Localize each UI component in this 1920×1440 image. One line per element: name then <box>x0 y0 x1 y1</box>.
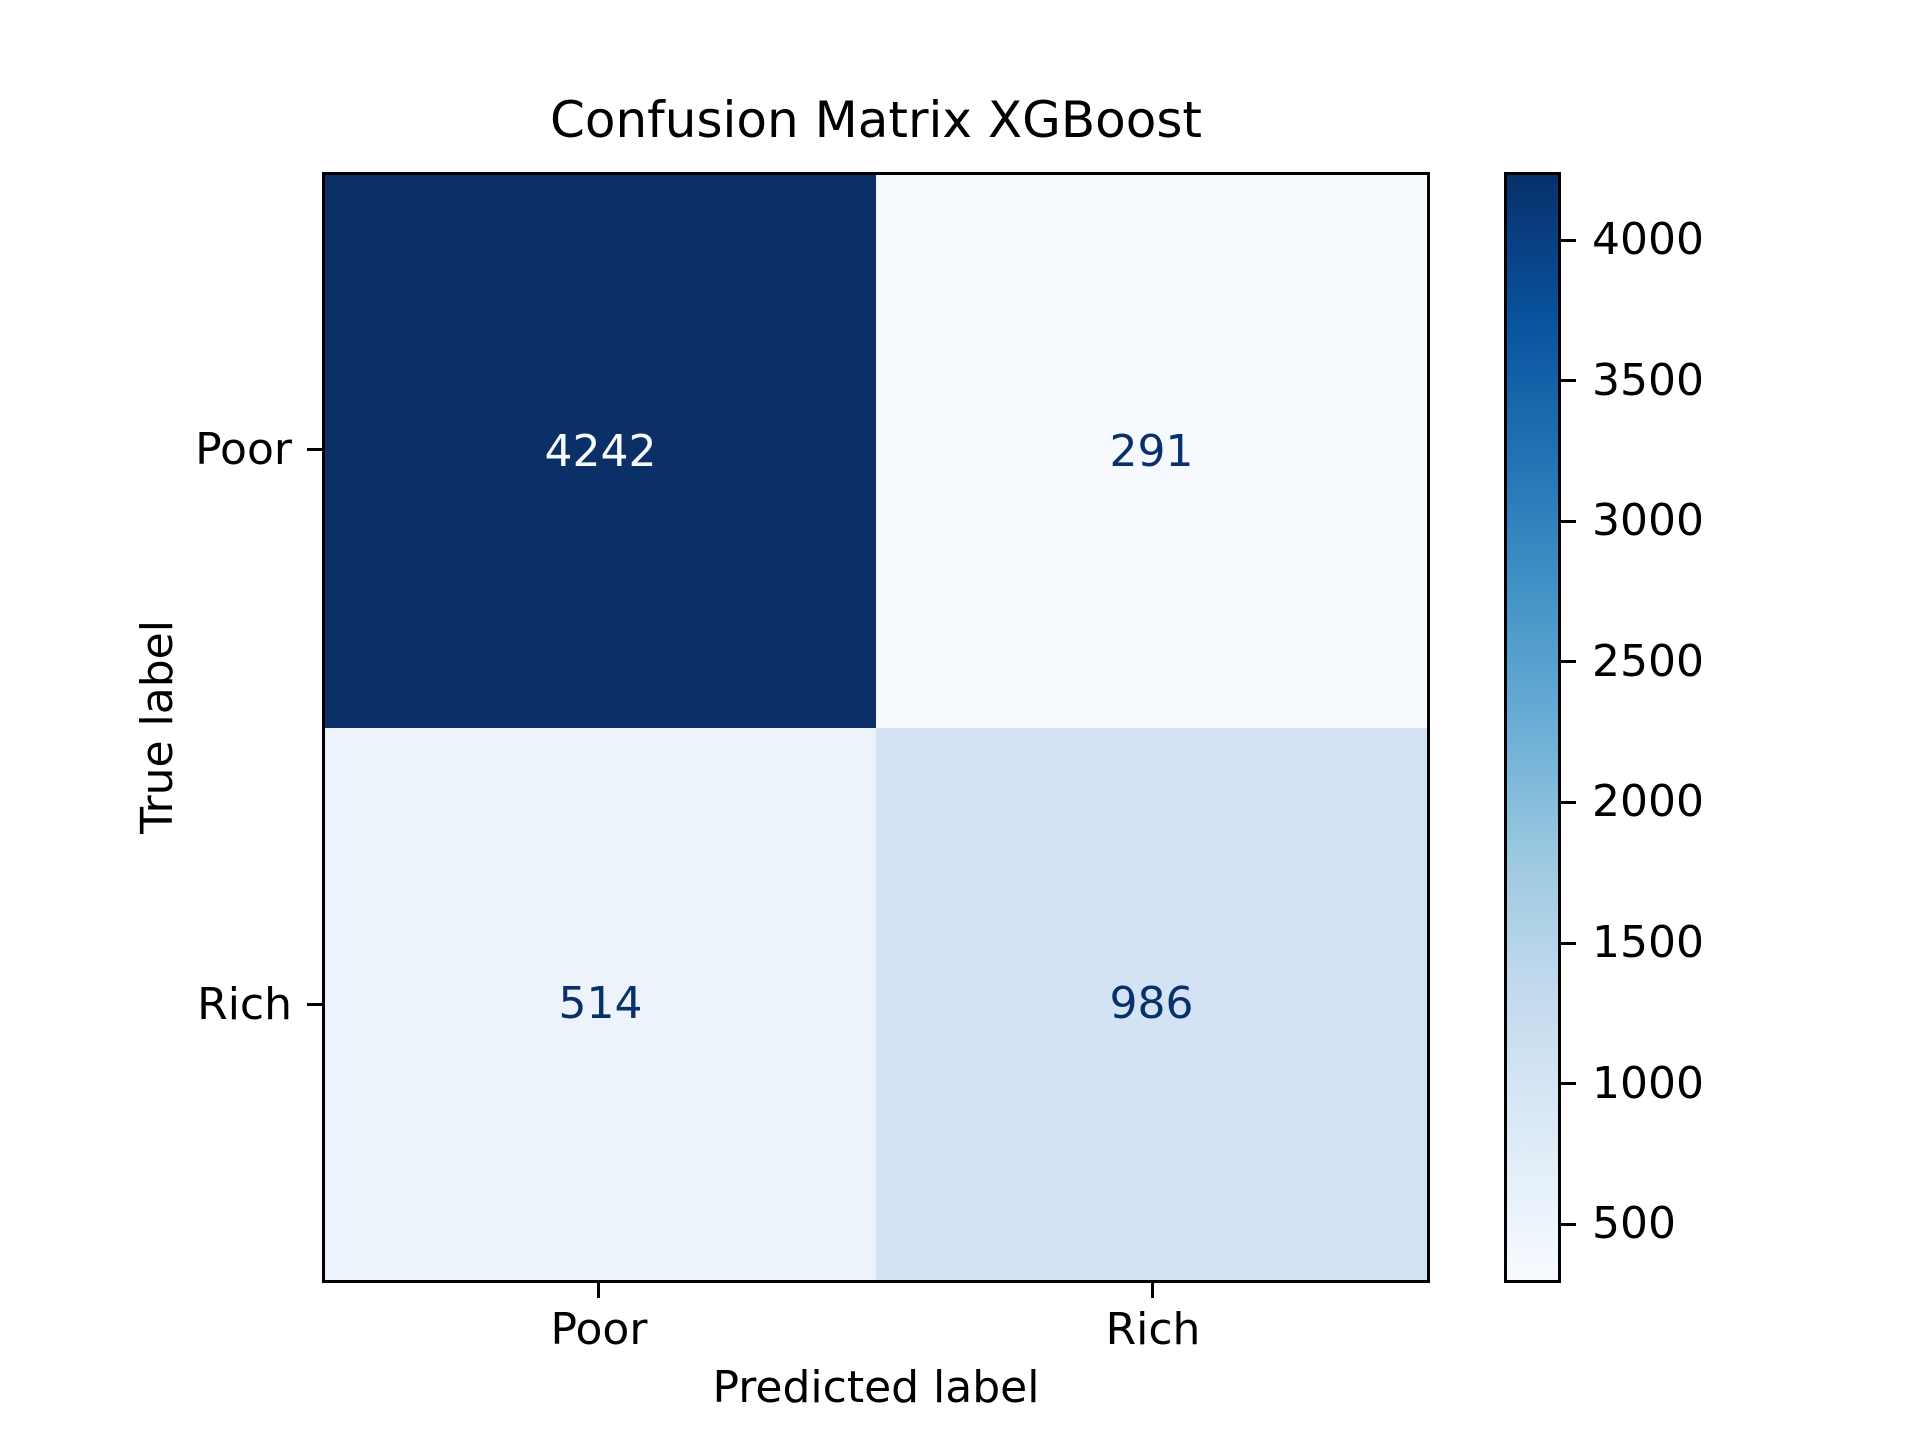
x-tick-mark <box>597 1283 600 1298</box>
colorbar-tick-mark <box>1561 660 1576 664</box>
cell-value: 986 <box>1109 978 1194 1030</box>
x-axis-label: Predicted label <box>712 1362 1040 1413</box>
colorbar-tick-label: 1000 <box>1592 1057 1704 1109</box>
x-tick-label-poor: Poor <box>550 1304 648 1355</box>
cell-value: 291 <box>1109 425 1194 477</box>
y-axis-label: True label <box>132 620 183 834</box>
x-tick-label-rich: Rich <box>1105 1304 1201 1355</box>
heatmap-plot: 4242 291 514 986 <box>322 172 1430 1283</box>
colorbar-tick-label: 2500 <box>1592 635 1704 687</box>
colorbar-tick-label: 2000 <box>1592 776 1704 828</box>
cell-value: 514 <box>558 978 643 1030</box>
colorbar-tick-mark <box>1561 379 1576 383</box>
chart-title: Confusion Matrix XGBoost <box>549 91 1203 149</box>
y-tick-mark <box>307 1003 322 1006</box>
y-tick-label-poor: Poor <box>195 424 292 475</box>
colorbar-tick-mark <box>1561 800 1576 804</box>
colorbar-tick-label: 1500 <box>1592 917 1704 969</box>
colorbar-tick-mark <box>1561 1082 1576 1086</box>
colorbar-tick-label: 3000 <box>1592 495 1704 547</box>
colorbar-gradient <box>1504 172 1561 1283</box>
cell-true-poor-pred-poor: 4242 <box>325 175 876 728</box>
cell-value: 4242 <box>544 425 657 477</box>
x-tick-mark <box>1151 1283 1154 1298</box>
cell-true-rich-pred-poor: 514 <box>325 727 876 1280</box>
colorbar-tick-label: 500 <box>1592 1198 1676 1250</box>
colorbar-tick-mark <box>1561 1222 1576 1226</box>
cell-true-poor-pred-rich: 291 <box>876 175 1427 728</box>
colorbar-tick-label: 4000 <box>1592 214 1704 266</box>
cell-true-rich-pred-rich: 986 <box>876 727 1427 1280</box>
colorbar-tick-label: 3500 <box>1592 354 1704 406</box>
colorbar-tick-mark <box>1561 941 1576 945</box>
y-tick-mark <box>307 448 322 451</box>
colorbar-ticks: 500 1000 1500 2000 2500 3000 3500 4000 <box>1561 172 1861 1283</box>
colorbar-tick-mark <box>1561 519 1576 523</box>
y-tick-label-rich: Rich <box>197 979 292 1030</box>
colorbar-tick-mark <box>1561 238 1576 242</box>
